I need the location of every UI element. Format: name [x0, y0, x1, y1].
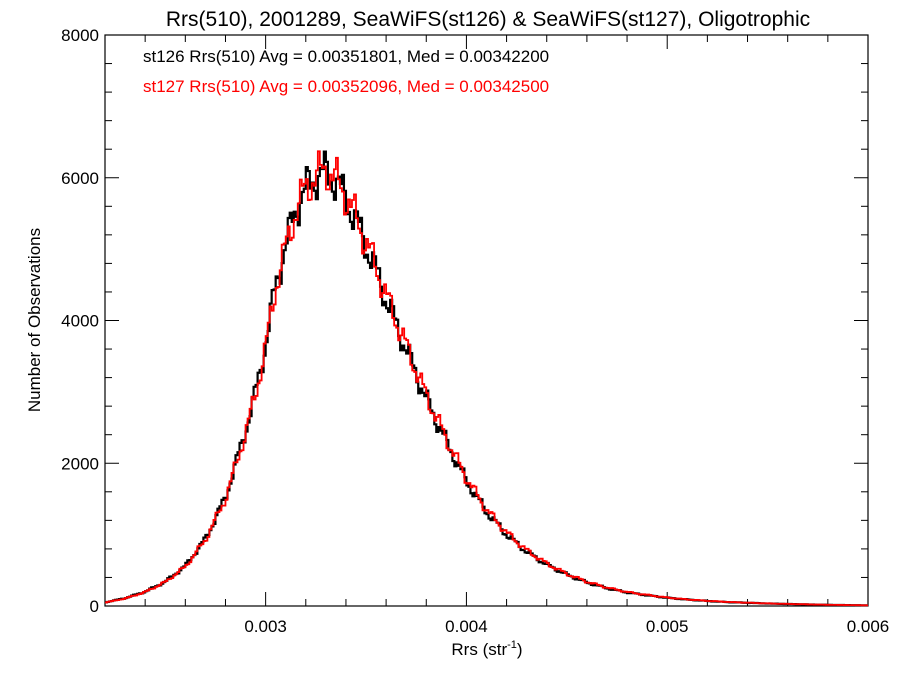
y-tick-label: 0 [90, 597, 99, 616]
x-tick-label: 0.006 [847, 617, 890, 636]
x-axis-label-sup: -1 [507, 639, 517, 651]
x-axis-label: Rrs (str-1) [451, 639, 522, 659]
annotation-st126: st126 Rrs(510) Avg = 0.00351801, Med = 0… [143, 47, 549, 66]
plot-area: 0 2000 4000 6000 8000 0.003 0.004 0.005 0.006 [61, 26, 889, 636]
histogram-line-st127 [105, 150, 868, 607]
x-tick-label: 0.004 [445, 617, 488, 636]
histogram-line-st126 [105, 150, 868, 607]
y-tick-label: 4000 [61, 312, 99, 331]
chart-title: Rrs(510), 2001289, SeaWiFS(st126) & SeaW… [166, 8, 810, 31]
x-tick-label: 0.003 [244, 617, 287, 636]
x-tick-label: 0.005 [646, 617, 689, 636]
annotation-st127: st127 Rrs(510) Avg = 0.00352096, Med = 0… [143, 77, 549, 96]
x-axis-label-main: Rrs (str [451, 640, 507, 659]
plot-frame [104, 34, 869, 607]
y-tick-label: 2000 [61, 454, 99, 473]
y-tick-label: 8000 [61, 26, 99, 45]
x-axis-label-close: ) [517, 640, 523, 659]
y-axis-label: Number of Observations [25, 228, 44, 412]
y-tick-label: 6000 [61, 169, 99, 188]
